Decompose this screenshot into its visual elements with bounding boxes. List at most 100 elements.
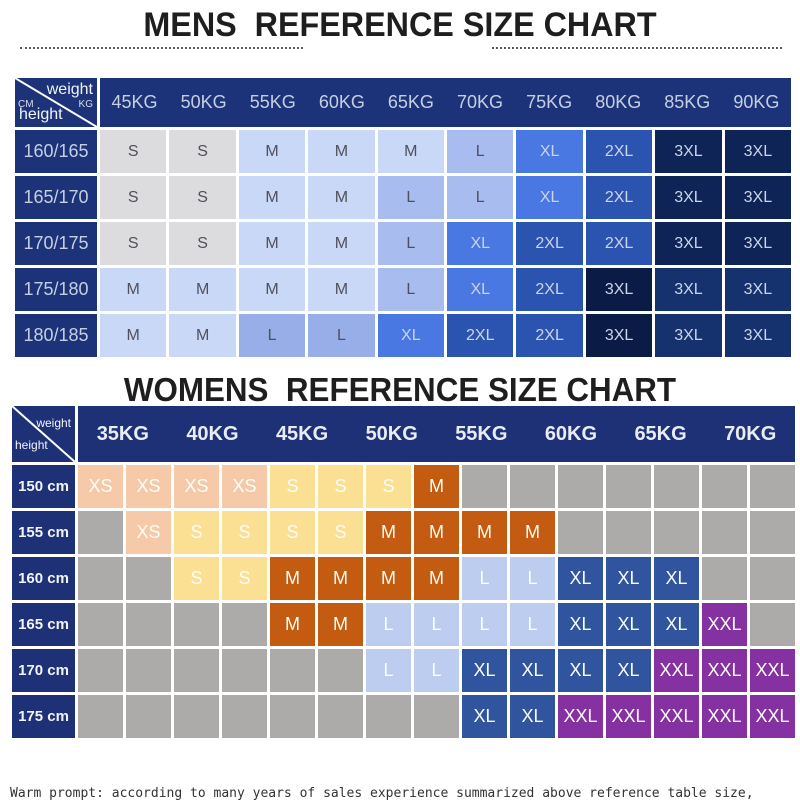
row-label: 170/175 [15,222,97,265]
size-cell: L [366,649,411,692]
empty-cell [126,557,171,600]
size-cell: XS [174,465,219,508]
size-cell: M [366,511,411,554]
corner-height-label: height [15,438,48,452]
size-cell: S [100,176,167,219]
size-cell: S [169,130,236,173]
empty-cell [126,649,171,692]
dotted-divider-left [20,47,303,49]
size-cell: 3XL [655,222,722,265]
warm-prompt-note: Warm prompt: according to many years of … [10,741,798,800]
table-row: 165 cm M M L L L L XL XL XL XXL [12,603,795,646]
empty-cell [78,649,123,692]
size-cell: L [308,314,375,357]
size-cell: S [318,511,363,554]
size-cell: S [169,176,236,219]
weight-label: 35KG [96,422,149,445]
mens-weight-row: 45KG 50KG 55KG 60KG 65KG 70KG 75KG 80KG 85KG 90KG [100,78,791,127]
size-cell: M [270,603,315,646]
size-cell: M [238,130,306,173]
dotted-divider-right [492,47,782,49]
row-label: 150 cm [12,465,75,508]
size-cell: L [377,268,445,311]
empty-cell [750,557,795,600]
size-cell: M [238,268,306,311]
size-cell: M [169,268,236,311]
weight-label: 50KG [365,422,418,445]
size-cell: M [366,557,411,600]
table-row: 175/180 M M M M L XL 2XL 3XL 3XL 3XL [15,268,792,311]
weight-label: 70KG [457,92,504,112]
size-cell: 3XL [585,314,653,357]
weight-label: 60KG [318,92,365,112]
empty-cell [366,695,411,738]
size-cell: 3XL [724,314,792,357]
weight-label: 80KG [595,92,642,112]
row-label: 160 cm [12,557,75,600]
size-cell: M [238,222,306,265]
weight-label: 65KG [387,92,434,112]
weight-label: 45KG [111,92,158,112]
empty-cell [702,557,747,600]
empty-cell [126,603,171,646]
diagonal-line-icon [15,78,97,127]
size-cell: XS [126,511,171,554]
size-cell: L [510,557,555,600]
table-row: 170 cm L L XL XL XL XL XXL XXL XXL [12,649,795,692]
empty-cell [78,695,123,738]
size-cell: XXL [702,649,747,692]
empty-cell [222,695,267,738]
size-cell: M [510,511,555,554]
empty-cell [318,695,363,738]
empty-cell [78,511,123,554]
size-cell: XL [606,649,651,692]
weight-label: 60KG [544,422,598,445]
corner-kg-label: KG [78,99,93,110]
size-cell: L [366,603,411,646]
size-cell: 3XL [724,176,792,219]
size-cell: L [238,314,306,357]
size-cell: L [447,130,514,173]
size-cell: 2XL [585,222,653,265]
empty-cell [222,649,267,692]
warm-prompt-line-1: Warm prompt: according to many years of … [10,786,754,800]
table-row: 150 cm XS XS XS XS S S S M [12,465,795,508]
size-cell: M [377,130,445,173]
empty-cell [558,511,603,554]
table-row: 180/185 M M L L XL 2XL 2XL 3XL 3XL 3XL [15,314,792,357]
size-cell: S [174,557,219,600]
size-cell: 3XL [585,268,653,311]
size-cell: S [318,465,363,508]
empty-cell [654,511,699,554]
diagonal-line-icon [12,406,75,462]
size-cell: S [270,465,315,508]
size-cell: 3XL [724,130,792,173]
table-row: 170/175 S S M M L XL 2XL 2XL 3XL 3XL [15,222,792,265]
size-cell: S [174,511,219,554]
empty-cell [654,465,699,508]
empty-cell [270,649,315,692]
row-label: 160/165 [15,130,97,173]
size-cell: L [377,176,445,219]
size-cell: M [414,465,459,508]
row-label: 155 cm [12,511,75,554]
weight-label: 70KG [724,422,777,445]
size-cell: XL [606,603,651,646]
size-cell: XXL [750,695,795,738]
size-cell: L [447,176,514,219]
weight-label: 55KG [249,92,296,112]
row-label: 180/185 [15,314,97,357]
size-cell: XL [654,557,699,600]
size-cell: XS [222,465,267,508]
size-cell: M [100,268,167,311]
size-cell: M [462,511,507,554]
size-cell: XL [462,649,507,692]
empty-cell [750,511,795,554]
empty-cell [558,465,603,508]
size-cell: XL [377,314,445,357]
corner-weight-label: weight [46,81,93,98]
womens-table-header: weight height 35KG 40KG 45KG 50KG 55KG 60KG 65… [12,406,795,462]
size-cell: M [169,314,236,357]
size-cell: S [222,511,267,554]
empty-cell [750,603,795,646]
